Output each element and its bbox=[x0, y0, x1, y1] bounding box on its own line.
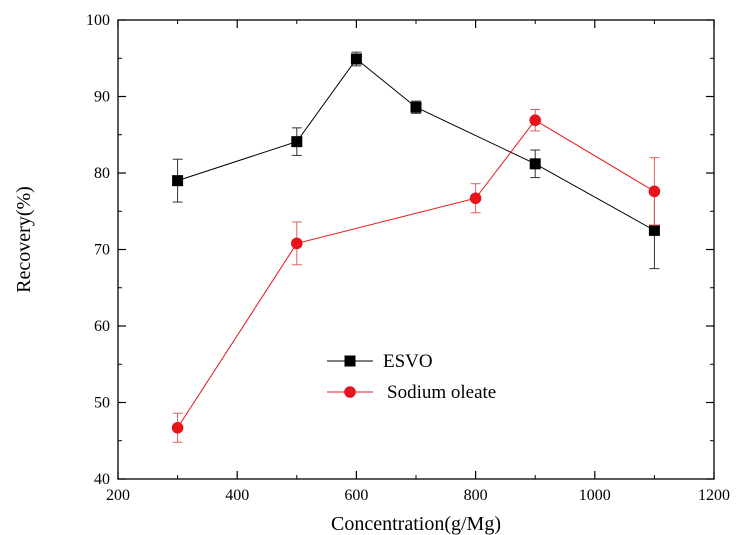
y-tick-label: 50 bbox=[94, 395, 110, 412]
sodium-oleate-point bbox=[291, 237, 303, 250]
y-tick-label: 100 bbox=[86, 12, 110, 29]
esvo-point bbox=[350, 53, 362, 65]
legend-esvo-label: ESVO bbox=[383, 351, 433, 372]
y-tick-label: 80 bbox=[94, 165, 110, 182]
y-axis-title: Recovery(%) bbox=[13, 186, 35, 293]
y-tick-label: 40 bbox=[94, 471, 110, 488]
legend-sodium-oleate-label: Sodium oleate bbox=[387, 382, 496, 403]
esvo-point bbox=[410, 101, 422, 113]
legend-esvo-marker bbox=[344, 355, 356, 367]
esvo-point bbox=[291, 136, 303, 148]
esvo-point bbox=[529, 158, 541, 170]
x-tick-label: 200 bbox=[106, 487, 130, 504]
legend-sodium-oleate-marker bbox=[344, 386, 356, 398]
x-tick-label: 800 bbox=[464, 487, 488, 504]
x-tick-label: 1200 bbox=[698, 487, 730, 504]
x-tick-label: 1000 bbox=[579, 487, 611, 504]
esvo-point bbox=[648, 224, 660, 236]
sodium-oleate-point bbox=[529, 114, 541, 127]
plot-frame bbox=[117, 19, 715, 480]
x-tick-label: 600 bbox=[344, 487, 368, 504]
x-axis-title: Concentration(g/Mg) bbox=[331, 513, 501, 535]
esvo-point bbox=[172, 175, 184, 187]
y-tick-label: 60 bbox=[94, 318, 110, 335]
x-tick-label: 400 bbox=[225, 487, 249, 504]
y-tick-label: 70 bbox=[94, 242, 110, 259]
sodium-oleate-point bbox=[171, 421, 184, 434]
plot-layer: 200 400 600 800 1000 1200 40 50 60 70 80 90 100 ESVO S… bbox=[86, 12, 730, 504]
esvo-line bbox=[177, 58, 655, 231]
y-tick-label: 90 bbox=[94, 89, 110, 106]
sodium-oleate-point bbox=[648, 185, 661, 198]
sodium-oleate-point bbox=[469, 192, 482, 205]
